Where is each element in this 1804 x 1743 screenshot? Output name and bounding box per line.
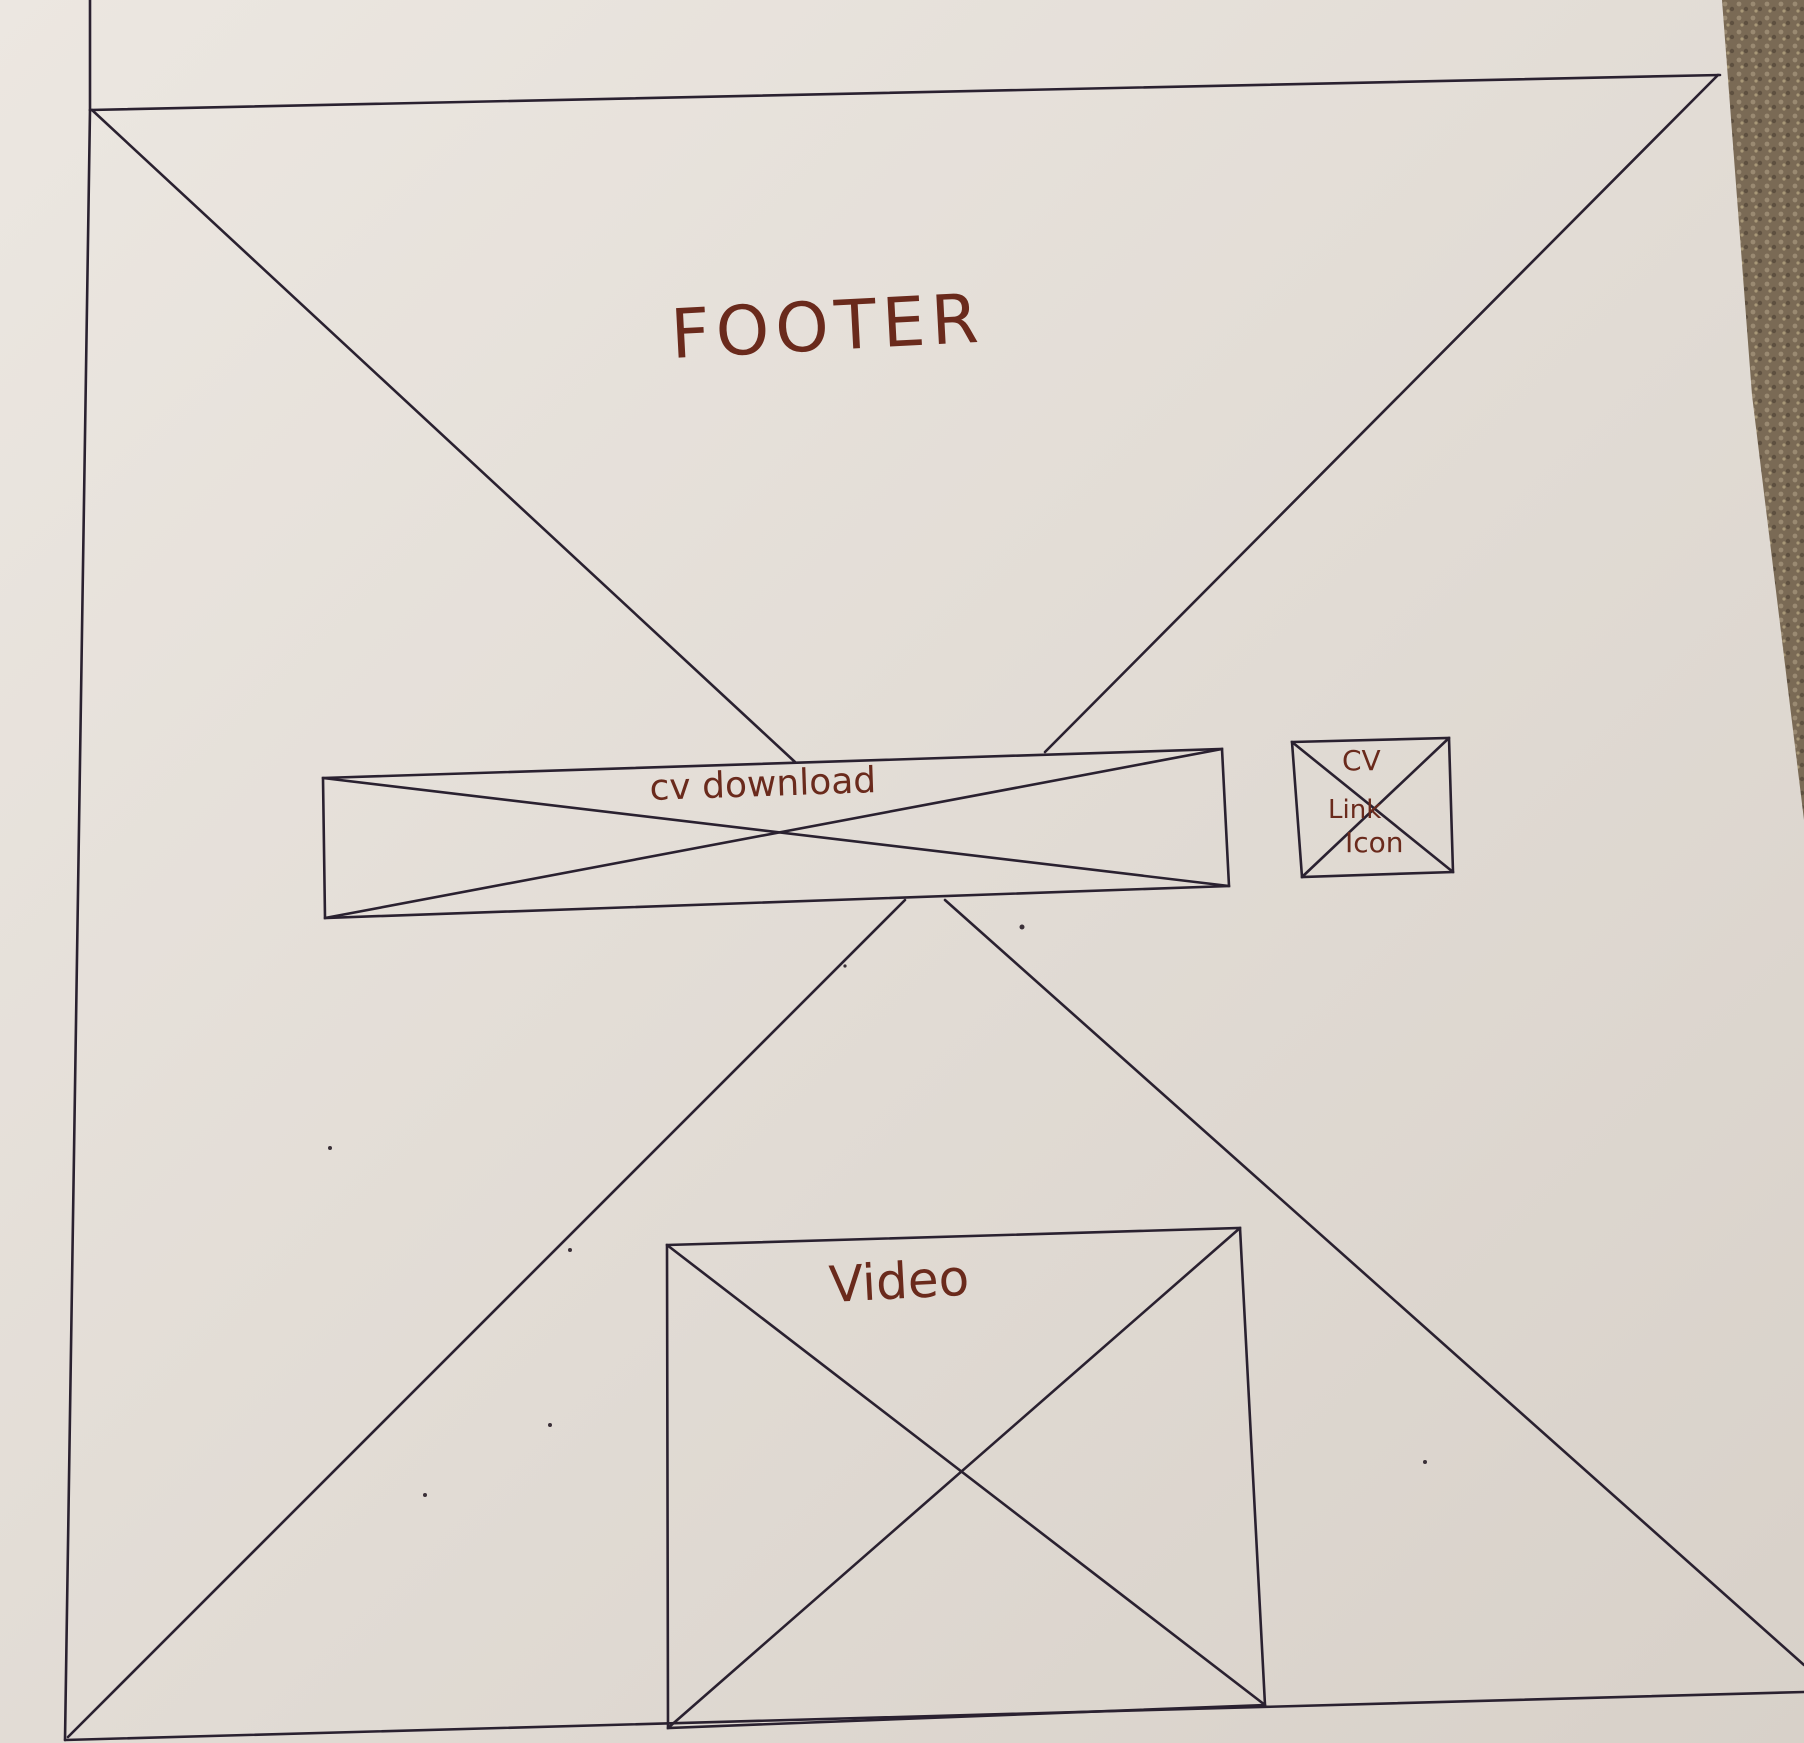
cv-download-box[interactable]: cv download <box>321 747 1231 920</box>
cv-link-icon-box[interactable]: CV Link Icon <box>1290 736 1455 879</box>
footer-placeholder-cross <box>66 73 1804 1739</box>
cv-link-icon-label-link: Link <box>1328 795 1381 825</box>
footer-title: FOOTER <box>669 280 987 375</box>
video-box[interactable]: Video <box>665 1226 1267 1730</box>
video-label: Video <box>828 1249 971 1314</box>
cv-download-label: cv download <box>649 760 877 809</box>
cv-link-icon-label-cv: CV <box>1342 744 1381 777</box>
footer-wireframe-frame <box>63 0 1804 1742</box>
cv-link-icon-label-icon: Icon <box>1345 826 1404 859</box>
pen-dots <box>328 924 1427 1497</box>
